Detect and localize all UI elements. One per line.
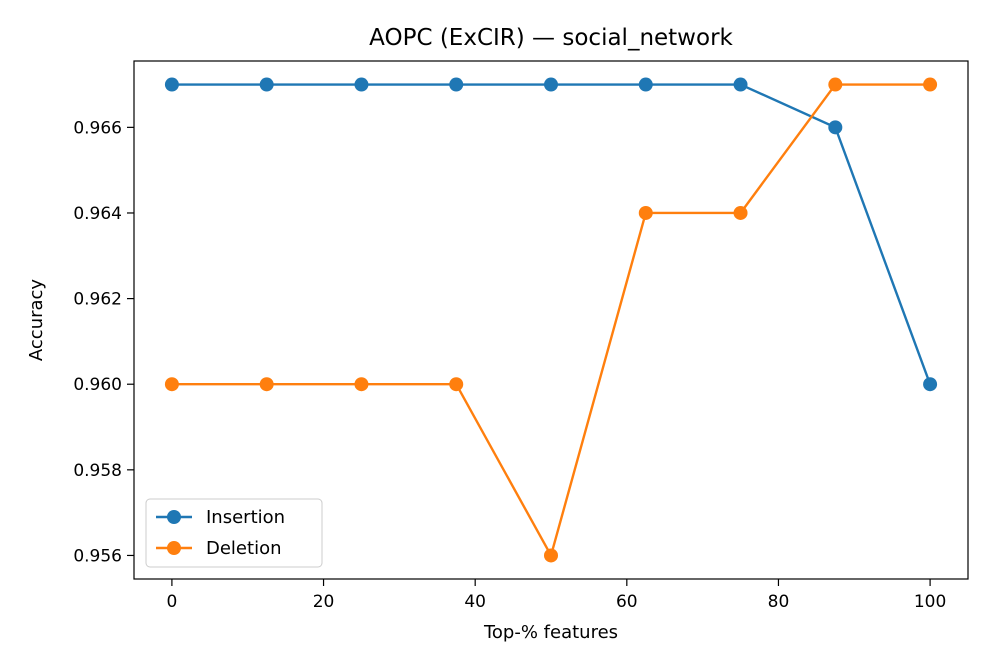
data-point-deletion <box>449 377 464 392</box>
data-point-insertion <box>733 77 748 92</box>
data-point-insertion <box>354 77 369 92</box>
data-point-insertion <box>259 77 274 92</box>
data-point-deletion <box>544 548 558 563</box>
series-layer <box>164 77 938 563</box>
legend-marker-deletion <box>167 541 181 555</box>
legend-label-insertion: Insertion <box>206 507 285 528</box>
legend: Insertion Deletion <box>145 498 323 568</box>
data-point-deletion <box>923 77 938 92</box>
y-tick-label: 0.964 <box>73 204 122 224</box>
data-point-insertion <box>828 120 843 135</box>
data-point-deletion <box>733 205 748 220</box>
data-point-insertion <box>449 77 464 92</box>
y-tick-label: 0.960 <box>73 375 122 395</box>
x-tick-label: 40 <box>464 592 486 612</box>
plot-frame <box>133 60 969 580</box>
y-axis-label: Accuracy <box>26 279 47 362</box>
x-tick-label: 20 <box>313 592 335 612</box>
data-point-insertion <box>638 77 653 92</box>
x-axis-label: Top-% features <box>483 622 618 643</box>
legend-marker-insertion <box>167 510 181 524</box>
data-point-insertion <box>923 377 938 392</box>
data-point-deletion <box>259 377 274 392</box>
data-point-insertion <box>544 77 558 92</box>
x-tick-label: 0 <box>166 592 177 612</box>
y-tick-label: 0.966 <box>73 118 122 138</box>
data-point-insertion <box>164 77 179 92</box>
data-point-deletion <box>638 205 653 220</box>
data-point-deletion <box>828 77 843 92</box>
y-axis: 0.956 0.958 0.960 0.962 0.964 0.966 <box>73 118 134 566</box>
legend-label-deletion: Deletion <box>206 538 282 559</box>
data-point-deletion <box>164 377 179 392</box>
chart-title: AOPC (ExCIR) — social_network <box>369 25 733 51</box>
x-tick-label: 80 <box>768 592 790 612</box>
x-axis: 0 20 40 60 80 100 <box>166 579 946 612</box>
x-tick-label: 60 <box>616 592 638 612</box>
x-tick-label: 100 <box>914 592 946 612</box>
data-point-deletion <box>354 377 369 392</box>
y-tick-label: 0.962 <box>73 290 122 310</box>
y-tick-label: 0.958 <box>73 461 122 481</box>
y-tick-label: 0.956 <box>73 546 122 566</box>
